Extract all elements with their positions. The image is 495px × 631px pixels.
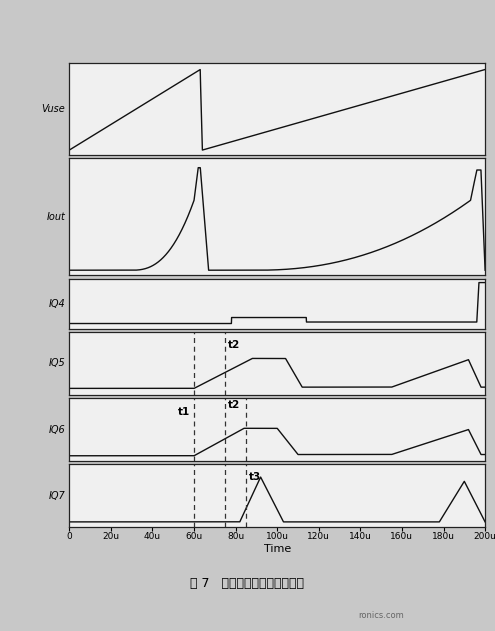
Text: t2: t2 [228,399,241,410]
Y-axis label: IQ7: IQ7 [49,491,65,500]
Y-axis label: IQ6: IQ6 [49,425,65,435]
Y-axis label: Iout: Iout [46,211,65,221]
Y-axis label: Vuse: Vuse [42,104,65,114]
Text: ronics.com: ronics.com [358,611,404,620]
Y-axis label: IQ5: IQ5 [49,358,65,369]
X-axis label: Time: Time [263,544,291,554]
Text: 图 7   斜坡补偿电路的仿真波形: 图 7 斜坡补偿电路的仿真波形 [191,577,304,590]
Text: t2: t2 [228,339,241,350]
Text: t1: t1 [178,407,190,417]
Text: t3: t3 [249,472,261,482]
Y-axis label: IQ4: IQ4 [49,298,65,309]
